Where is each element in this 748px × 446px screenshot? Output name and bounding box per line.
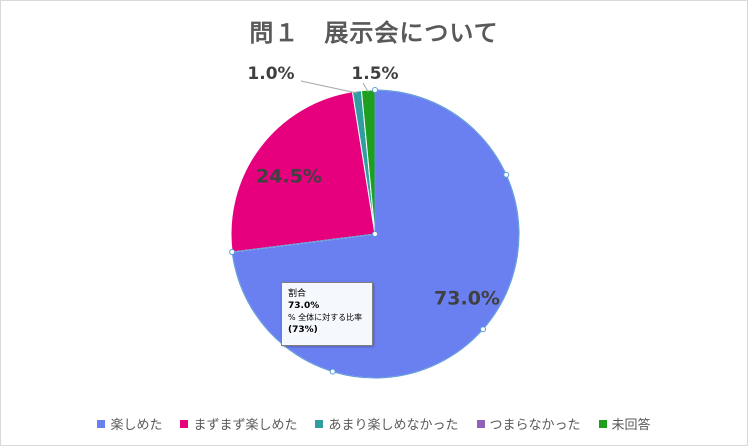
selection-handle[interactable] bbox=[372, 231, 378, 237]
leader-line-not-enjoyed bbox=[300, 80, 358, 94]
data-label-enjoyed: 73.0% bbox=[434, 288, 500, 310]
selection-handle[interactable] bbox=[329, 368, 336, 375]
legend-label: まずまず楽しめた bbox=[193, 418, 298, 433]
legend-swatch bbox=[97, 419, 106, 428]
legend-item-boring[interactable]: つまらなかった bbox=[476, 414, 581, 433]
tooltip-series-name: 割合 bbox=[288, 289, 307, 299]
pie-slice-somewhat-enjoyed[interactable] bbox=[230, 91, 376, 253]
legend-swatch bbox=[598, 419, 607, 428]
legend-swatch bbox=[476, 419, 485, 428]
tooltip-value: 73.0% bbox=[288, 301, 320, 311]
legend-item-enjoyed[interactable]: 楽しめた bbox=[97, 414, 162, 433]
legend-item-somewhat-enjoyed[interactable]: まずまず楽しめた bbox=[180, 414, 297, 433]
legend-swatch bbox=[180, 419, 189, 428]
selection-handle[interactable] bbox=[480, 326, 487, 333]
legend-label: つまらなかった bbox=[489, 418, 581, 433]
data-label-somewhat-enjoyed: 24.5% bbox=[256, 166, 322, 188]
selection-handle[interactable] bbox=[229, 249, 236, 256]
tooltip: 割合 73.0% % 全体に対する比率 (73%) bbox=[281, 282, 373, 346]
legend-item-not-enjoyed[interactable]: あまり楽しめなかった bbox=[315, 414, 459, 433]
selection-handle[interactable] bbox=[372, 87, 378, 93]
chart-title: 問１ 展示会について bbox=[249, 19, 499, 47]
legend-label: 楽しめた bbox=[110, 418, 163, 433]
legend-label: あまり楽しめなかった bbox=[328, 418, 459, 433]
legend: 楽しめた まずまず楽しめた あまり楽しめなかった つまらなかった 未回答 bbox=[1, 414, 747, 433]
data-label-not-enjoyed: 1.0% bbox=[247, 64, 294, 84]
selection-handle[interactable] bbox=[503, 171, 510, 178]
legend-item-no-answer[interactable]: 未回答 bbox=[598, 414, 651, 433]
legend-label: 未回答 bbox=[611, 418, 651, 433]
leader-line-no-answer bbox=[362, 82, 369, 93]
tooltip-percent: (73%) bbox=[288, 325, 318, 335]
legend-swatch bbox=[315, 419, 324, 428]
data-label-no-answer: 1.5% bbox=[351, 64, 398, 84]
tooltip-description: % 全体に対する比率 bbox=[288, 313, 363, 322]
